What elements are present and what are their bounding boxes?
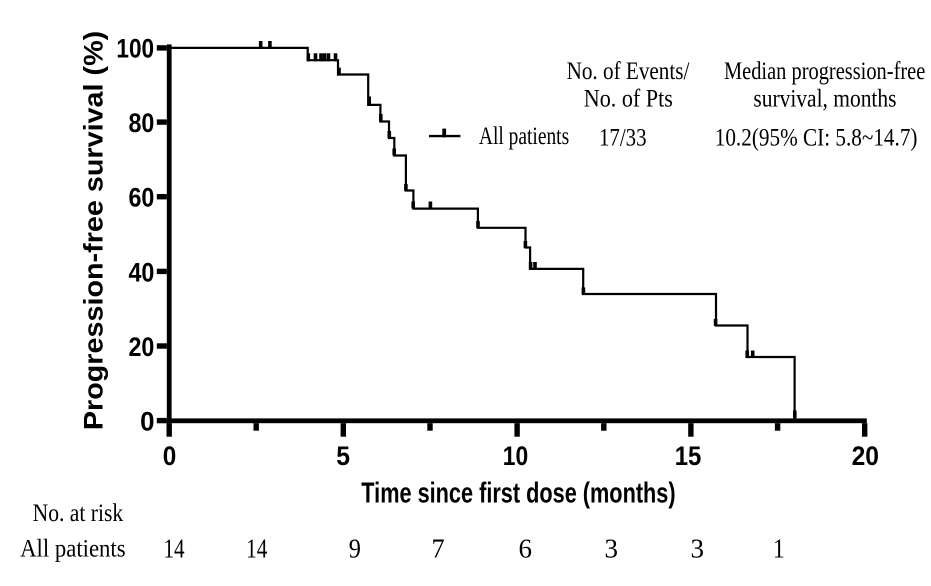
svg-text:3: 3	[605, 534, 619, 564]
svg-text:All patients: All patients	[20, 534, 125, 562]
svg-text:40: 40	[128, 258, 154, 288]
svg-text:6: 6	[519, 534, 533, 564]
svg-text:20: 20	[852, 442, 879, 471]
svg-text:9: 9	[349, 533, 361, 563]
svg-text:1: 1	[773, 534, 785, 564]
svg-text:No. of Events/: No. of Events/	[567, 57, 690, 85]
svg-text:5: 5	[336, 442, 350, 471]
svg-text:7: 7	[431, 533, 444, 563]
svg-text:0: 0	[163, 442, 177, 471]
svg-text:0: 0	[140, 406, 154, 437]
svg-text:3: 3	[691, 534, 705, 564]
svg-text:100: 100	[116, 34, 154, 64]
svg-text:17/33: 17/33	[599, 124, 647, 152]
svg-text:14: 14	[246, 534, 267, 564]
svg-text:80: 80	[128, 109, 154, 139]
svg-text:20: 20	[128, 332, 154, 362]
svg-text:10.2(95% CI: 5.8~14.7): 10.2(95% CI: 5.8~14.7)	[715, 124, 918, 152]
svg-text:All patients: All patients	[479, 122, 569, 150]
svg-text:10: 10	[503, 441, 528, 471]
svg-text:No. of Pts: No. of Pts	[584, 85, 673, 113]
svg-text:60: 60	[128, 183, 154, 213]
svg-text:survival, months: survival, months	[753, 85, 896, 113]
svg-text:Median progression-free: Median progression-free	[724, 56, 925, 85]
svg-text:Progression-free survival (%): Progression-free survival (%)	[78, 31, 108, 430]
svg-text:14: 14	[163, 534, 184, 564]
svg-text:No. at risk: No. at risk	[33, 499, 124, 527]
svg-text:15: 15	[675, 442, 702, 472]
svg-text:Time since first dose (months): Time since first dose (months)	[361, 478, 675, 510]
